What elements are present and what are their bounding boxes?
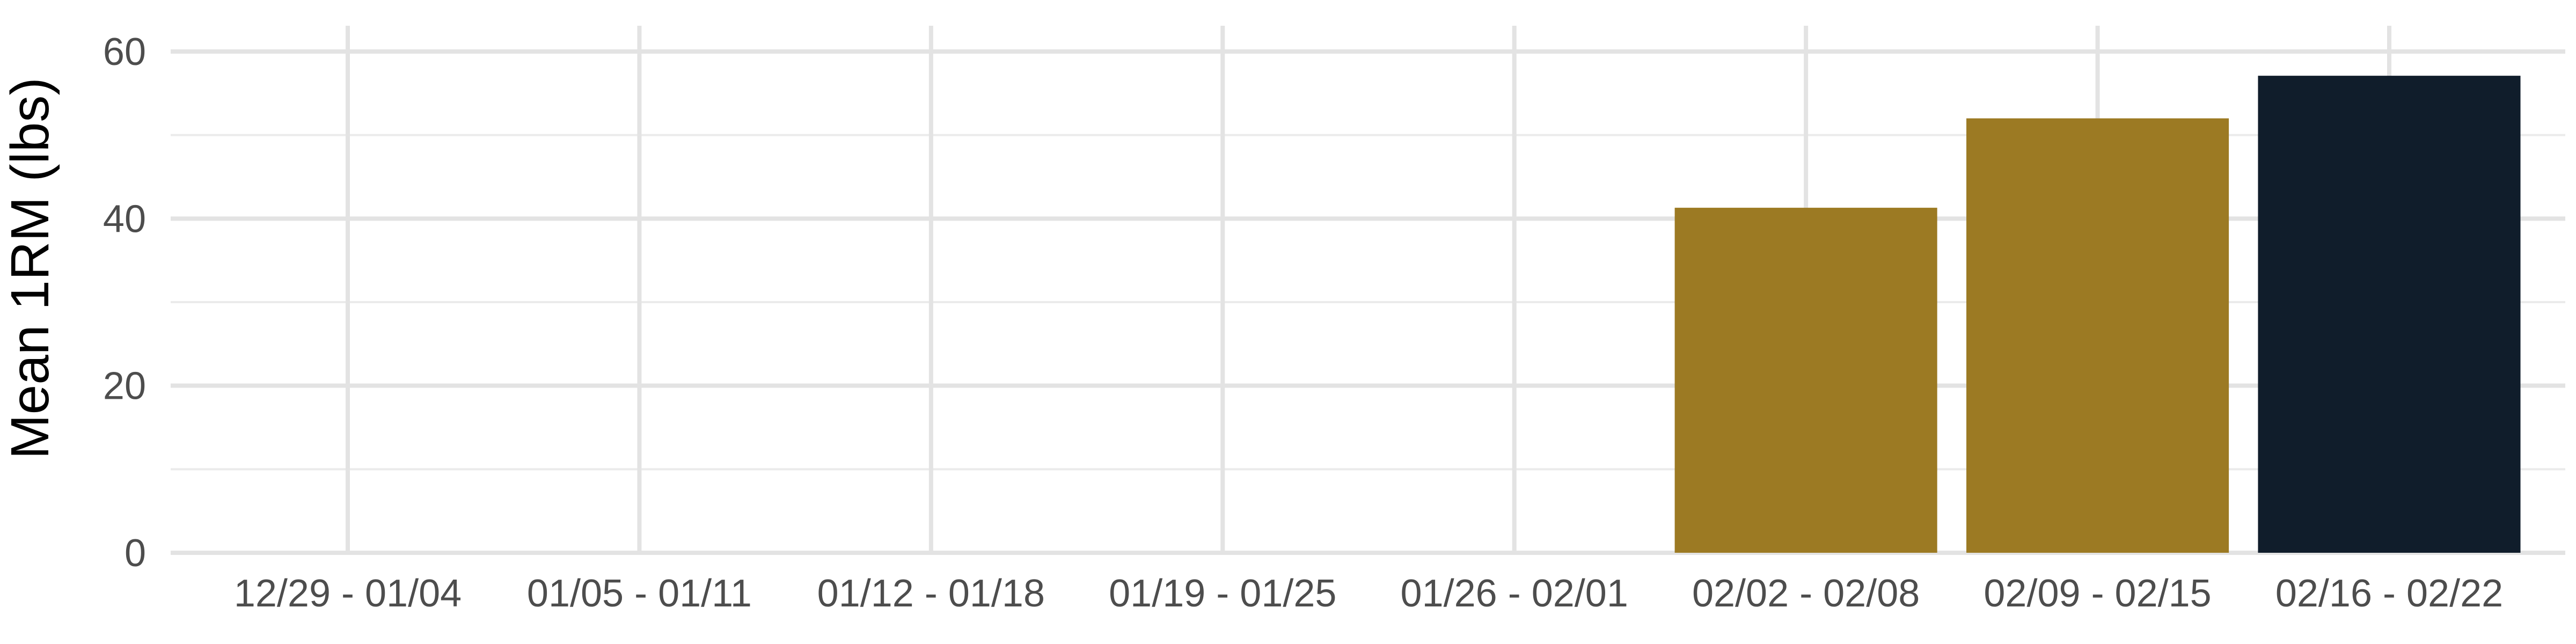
y-axis-title: Mean 1RM (lbs)	[0, 77, 60, 459]
bar-02-02-02-08	[1674, 208, 1937, 553]
x-tick-label: 02/09 - 02/15	[1984, 572, 2211, 615]
x-tick-label: 02/16 - 02/22	[2275, 572, 2503, 615]
y-tick-label: 60	[103, 31, 146, 74]
bars	[1674, 76, 2521, 553]
x-tick-label: 01/26 - 02/01	[1401, 572, 1628, 615]
x-tick-label: 02/02 - 02/08	[1692, 572, 1920, 615]
x-tick-label: 01/19 - 01/25	[1109, 572, 1336, 615]
x-axis-ticks: 12/29 - 01/04 01/05 - 01/11 01/12 - 01/18 0…	[234, 572, 2503, 615]
x-tick-label: 01/12 - 01/18	[817, 572, 1045, 615]
x-tick-label: 12/29 - 01/04	[234, 572, 462, 615]
bar-02-09-02-15	[1966, 118, 2229, 553]
bar-02-16-02-22	[2258, 76, 2521, 553]
x-tick-label: 01/05 - 01/11	[527, 572, 752, 615]
y-tick-label: 0	[125, 532, 146, 575]
y-axis-ticks: 0 20 40 60	[103, 31, 146, 575]
y-tick-label: 20	[103, 365, 146, 408]
y-tick-label: 40	[103, 197, 146, 240]
